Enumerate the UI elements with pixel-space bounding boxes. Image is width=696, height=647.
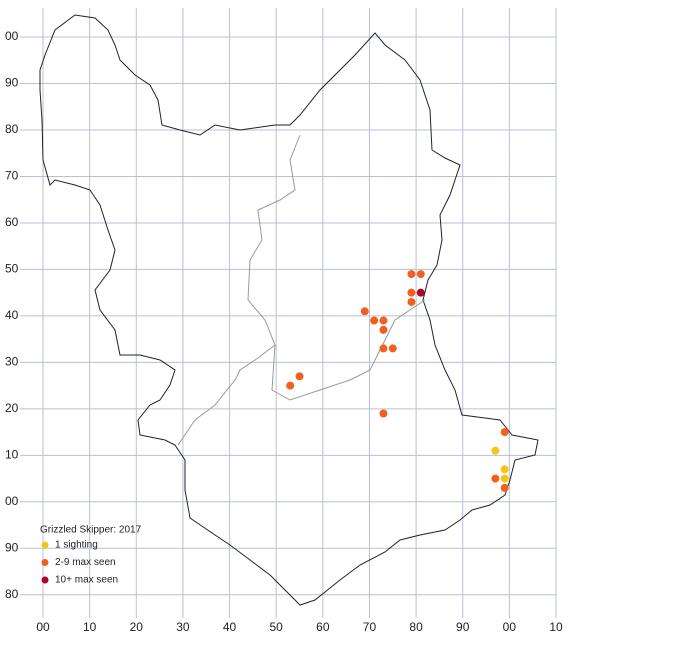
sighting-point <box>416 288 425 297</box>
y-tick-label: 90 <box>5 540 19 554</box>
x-tick-label: 00 <box>503 620 517 634</box>
legend-swatch <box>41 559 49 566</box>
legend-swatch <box>41 541 49 549</box>
y-tick-label: 10 <box>5 448 19 462</box>
sighting-point <box>360 307 369 316</box>
legend-label: 10+ max seen <box>55 575 118 586</box>
sighting-point <box>379 325 388 334</box>
legend-label: 1 sighting <box>55 540 98 551</box>
x-tick-label: 70 <box>363 620 377 634</box>
x-tick-label: 60 <box>316 620 330 634</box>
sighting-point <box>286 381 295 390</box>
county-border <box>39 14 539 606</box>
legend-swatch <box>41 576 49 584</box>
sighting-point <box>407 270 416 279</box>
sighting-point <box>407 288 416 297</box>
y-tick-label: 40 <box>5 308 19 322</box>
x-tick-label: 30 <box>176 620 190 634</box>
sighting-point <box>491 474 500 483</box>
sighting-point <box>491 446 500 455</box>
sighting-point <box>295 372 304 381</box>
y-tick-label: 80 <box>5 122 19 136</box>
y-tick-label: 80 <box>5 587 19 601</box>
x-tick-label: 40 <box>223 620 237 634</box>
y-tick-label: 60 <box>5 215 19 229</box>
points <box>286 270 509 492</box>
district-border <box>177 134 426 446</box>
x-tick-label: 20 <box>130 620 144 634</box>
x-tick-label: 00 <box>36 620 50 634</box>
x-tick-label: 10 <box>83 620 97 634</box>
x-tick-label: 90 <box>456 620 470 634</box>
x-tick-label: 10 <box>549 620 563 634</box>
y-tick-label: 20 <box>5 401 19 415</box>
legend-title: Grizzled Skipper: 2017 <box>40 525 142 536</box>
y-tick-label: 70 <box>5 169 19 183</box>
sighting-point <box>407 297 416 306</box>
x-tick-label: 80 <box>409 620 423 634</box>
legend-label: 2-9 max seen <box>55 557 116 568</box>
sighting-point <box>388 344 397 353</box>
sighting-point <box>416 270 425 279</box>
y-tick-label: 00 <box>5 494 19 508</box>
sighting-point <box>500 428 509 437</box>
x-tick-label: 50 <box>270 620 284 634</box>
sighting-point <box>379 316 388 325</box>
sighting-point <box>500 465 509 474</box>
sighting-point <box>500 483 509 492</box>
y-tick-label: 90 <box>5 76 19 90</box>
grid <box>20 8 557 618</box>
sighting-point <box>379 344 388 353</box>
y-tick-label: 00 <box>5 29 19 43</box>
sighting-point <box>379 409 388 418</box>
y-tick-label: 50 <box>5 262 19 276</box>
y-tick-label: 30 <box>5 355 19 369</box>
sighting-point <box>370 316 379 325</box>
sighting-point <box>500 474 509 483</box>
